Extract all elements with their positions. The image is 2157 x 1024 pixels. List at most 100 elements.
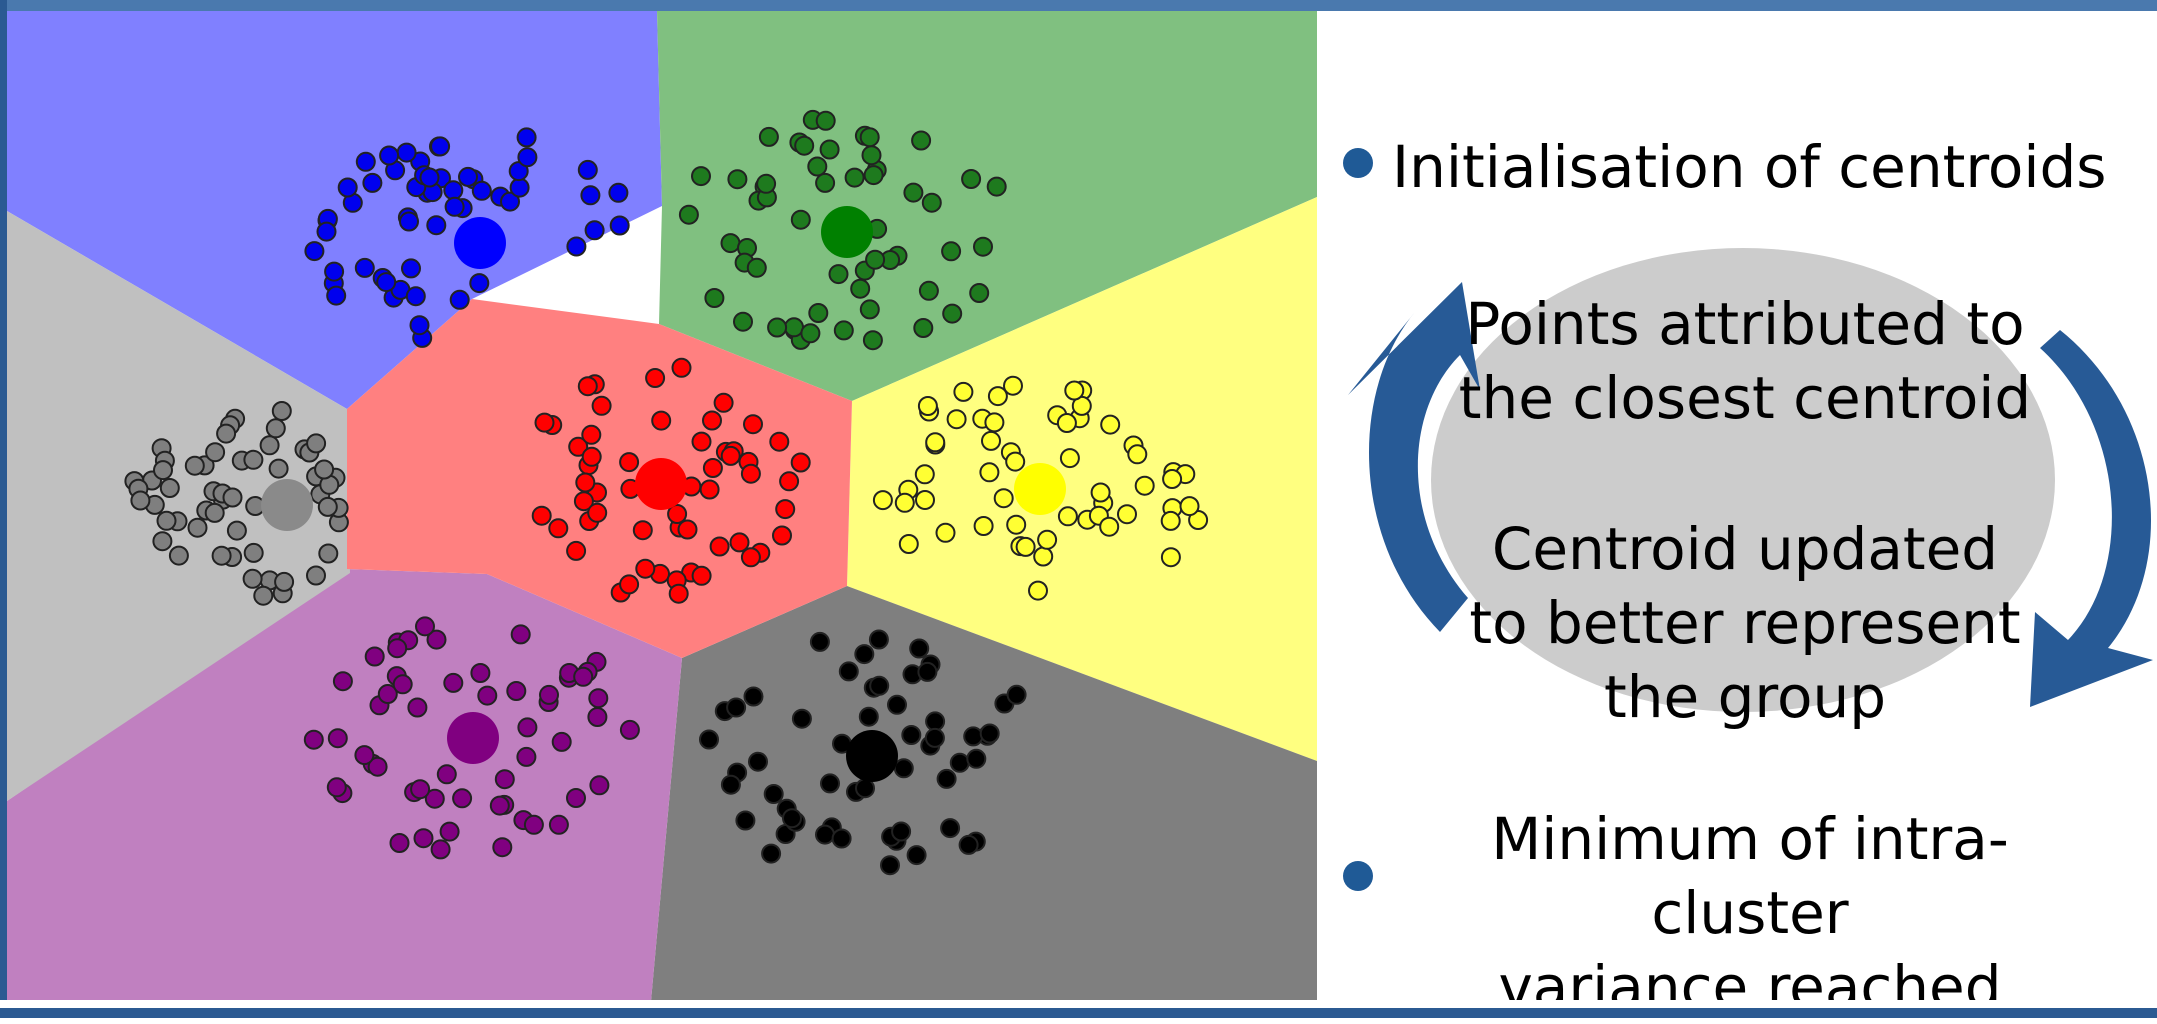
gray-data-point: [130, 490, 151, 511]
yellow-data-point: [979, 462, 1000, 483]
black-data-point: [791, 708, 812, 729]
green-data-point: [833, 320, 854, 341]
black-centroid: [846, 730, 898, 782]
red-data-point: [645, 368, 666, 388]
yellow-data-point: [935, 522, 956, 543]
stop-line-1: Minimum of intra-cluster: [1491, 805, 2009, 947]
yellow-data-point: [993, 488, 1014, 509]
blue-data-point: [362, 172, 383, 193]
black-data-point: [891, 821, 912, 842]
red-data-point: [568, 436, 589, 457]
red-data-point: [775, 499, 796, 520]
right-cycle-arrow: [2030, 330, 2153, 707]
yellow-data-point: [914, 464, 935, 485]
green-data-point: [815, 110, 836, 131]
purple-data-point: [364, 646, 385, 667]
update-line-2: to better represent: [1469, 589, 2021, 657]
red-data-point: [575, 472, 596, 493]
blue-data-point: [580, 185, 601, 206]
yellow-data-point: [973, 516, 994, 536]
blue-data-point: [584, 220, 605, 241]
gray-data-point: [205, 442, 226, 463]
black-data-point: [949, 752, 970, 773]
green-data-point: [865, 249, 886, 270]
green-data-point: [815, 172, 836, 193]
purple-data-point: [587, 707, 608, 727]
green-data-point: [819, 139, 840, 160]
green-data-point: [808, 303, 829, 323]
bullet-stop: [1343, 861, 1373, 891]
blue-data-point: [500, 191, 520, 212]
purple-data-point: [407, 697, 428, 718]
black-data-point: [743, 686, 764, 707]
yellow-data-point: [872, 490, 893, 511]
purple-data-point: [424, 788, 445, 809]
gray-centroid: [261, 479, 313, 531]
red-data-point: [740, 547, 761, 568]
blue-data-point: [471, 180, 492, 201]
black-data-point: [735, 810, 756, 831]
red-data-point: [667, 504, 688, 524]
purple-centroid: [447, 712, 499, 764]
blue-data-point: [354, 257, 375, 278]
update-line-1: Centroid updated: [1491, 515, 1999, 583]
blue-data-point: [449, 289, 470, 310]
yellow-data-point: [1015, 536, 1036, 557]
gray-data-point: [153, 460, 173, 481]
purple-data-point: [415, 616, 435, 637]
red-data-point: [790, 452, 811, 473]
red-data-point: [702, 458, 723, 478]
blue-data-point: [608, 182, 629, 203]
green-data-point: [850, 278, 871, 299]
green-region: [657, 11, 1317, 401]
purple-data-point: [551, 731, 572, 752]
blue-data-point: [396, 142, 417, 163]
black-data-point: [880, 855, 900, 876]
gray-region: [7, 211, 350, 801]
bullet-init: [1343, 148, 1373, 178]
red-data-point: [729, 532, 750, 553]
green-data-point: [727, 169, 748, 190]
red-data-point: [581, 424, 602, 445]
black-data-point: [917, 661, 938, 682]
black-data-point: [936, 768, 957, 789]
step-initialisation: Initialisation of centroids: [1392, 133, 2107, 201]
black-data-point: [809, 631, 830, 652]
purple-data-point: [489, 795, 510, 816]
purple-data-point: [367, 756, 388, 777]
assign-line-1: Points attributed to: [1465, 290, 2025, 358]
purple-data-point: [619, 719, 640, 740]
purple-data-point: [354, 745, 375, 766]
red-data-point: [566, 540, 587, 561]
red-data-point: [702, 410, 722, 431]
purple-data-point: [506, 681, 527, 701]
yellow-data-point: [917, 396, 938, 416]
red-data-point: [635, 558, 656, 579]
gray-data-point: [156, 510, 177, 531]
gray-data-point: [187, 517, 208, 538]
black-data-point: [924, 727, 945, 748]
black-data-point: [887, 694, 907, 715]
black-data-point: [909, 638, 930, 659]
black-data-point: [901, 725, 922, 745]
blue-data-point: [443, 180, 464, 201]
yellow-region: [847, 197, 1317, 761]
red-data-point: [769, 431, 790, 452]
red-data-point: [720, 445, 741, 466]
black-region: [651, 586, 1317, 1001]
black-data-point: [854, 644, 875, 665]
red-data-point: [591, 395, 612, 416]
purple-data-point: [523, 814, 544, 835]
blue-data-point: [401, 258, 421, 279]
red-data-point: [651, 410, 672, 431]
blue-data-point: [376, 272, 397, 293]
yellow-data-point: [1090, 482, 1111, 503]
green-data-point: [862, 330, 883, 351]
gray-data-point: [259, 435, 280, 456]
black-data-point: [820, 773, 840, 794]
green-data-point: [942, 303, 963, 324]
purple-data-point: [588, 688, 609, 709]
blue-data-point: [426, 215, 447, 236]
gray-data-point: [306, 433, 327, 454]
green-data-point: [678, 204, 699, 225]
